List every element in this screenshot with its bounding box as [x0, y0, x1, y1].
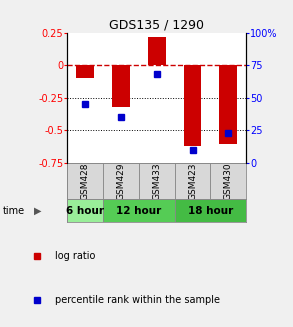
Bar	[67, 198, 103, 222]
Text: GSM423: GSM423	[188, 162, 197, 199]
Text: time: time	[3, 205, 25, 215]
Text: percentile rank within the sample: percentile rank within the sample	[55, 295, 220, 304]
Bar	[210, 163, 246, 198]
Bar	[67, 163, 103, 198]
Bar	[76, 65, 94, 78]
Bar	[175, 198, 246, 222]
Text: GSM428: GSM428	[81, 162, 90, 199]
Text: ▶: ▶	[34, 205, 42, 215]
Bar	[112, 65, 130, 107]
Text: log ratio: log ratio	[55, 251, 96, 261]
Text: GSM429: GSM429	[117, 162, 125, 199]
Text: GSM433: GSM433	[152, 162, 161, 200]
Text: 18 hour: 18 hour	[188, 205, 233, 215]
Title: GDS135 / 1290: GDS135 / 1290	[109, 19, 204, 31]
Bar	[175, 163, 210, 198]
Bar	[103, 163, 139, 198]
Text: 6 hour: 6 hour	[66, 205, 104, 215]
Bar	[103, 198, 175, 222]
Bar	[183, 65, 202, 146]
Bar	[139, 163, 175, 198]
Text: 12 hour: 12 hour	[116, 205, 161, 215]
Text: GSM430: GSM430	[224, 162, 233, 200]
Bar	[219, 65, 237, 144]
Bar	[148, 37, 166, 65]
